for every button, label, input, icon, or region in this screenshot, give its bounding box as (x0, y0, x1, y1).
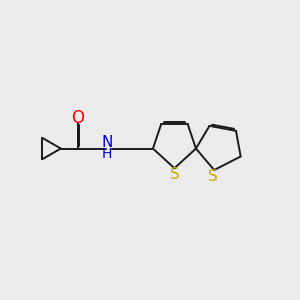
Text: H: H (101, 147, 112, 161)
Text: S: S (169, 167, 179, 182)
Text: S: S (208, 169, 218, 184)
Text: O: O (71, 109, 84, 127)
Text: N: N (101, 134, 112, 149)
